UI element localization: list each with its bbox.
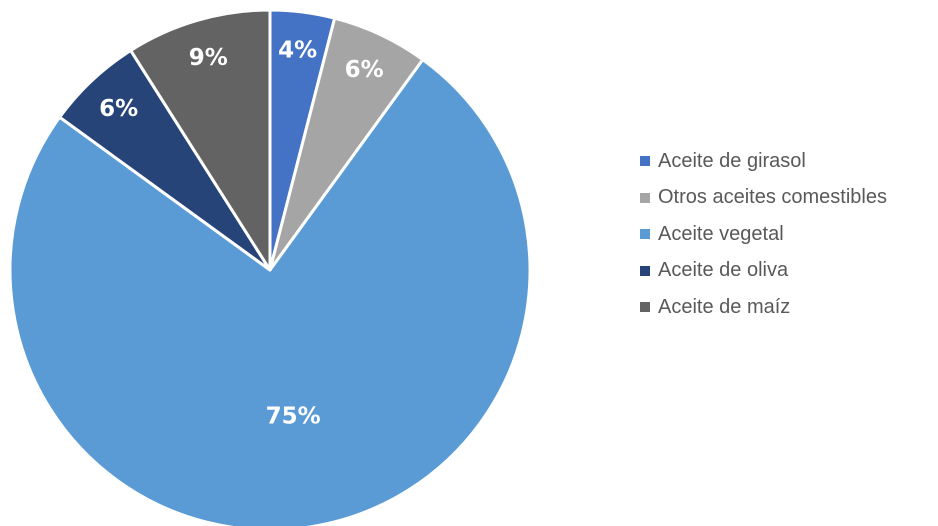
data-label-4: 6%: [99, 96, 138, 122]
legend-item-3: Aceite vegetal: [640, 216, 887, 253]
data-label-5: 9%: [189, 45, 228, 71]
legend: Aceite de girasol Otros aceites comestibl…: [640, 143, 887, 326]
legend-item-5: Aceite de maíz: [640, 289, 887, 326]
legend-swatch-4: [640, 265, 650, 276]
legend-item-2: Otros aceites comestibles: [640, 180, 887, 217]
legend-label-5: Aceite de maíz: [658, 295, 791, 318]
data-label-2: 6%: [345, 57, 384, 83]
legend-swatch-5: [640, 302, 650, 313]
legend-swatch-3: [640, 229, 650, 240]
legend-label-4: Aceite de oliva: [658, 259, 789, 282]
pie-slice-5: [129, 8, 272, 272]
legend-item-4: Aceite de oliva: [640, 253, 887, 290]
legend-label-2: Otros aceites comestibles: [658, 186, 887, 209]
legend-label-3: Aceite vegetal: [658, 222, 784, 245]
legend-swatch-1: [640, 156, 650, 167]
data-label-1: 4%: [278, 38, 317, 64]
pie-data-labels: 4% 6% 75% 6% 9%: [99, 38, 383, 430]
pie-slices: [8, 8, 532, 526]
data-label-3: 75%: [266, 403, 321, 429]
legend-label-1: Aceite de girasol: [658, 149, 806, 172]
legend-item-1: Aceite de girasol: [640, 143, 887, 180]
legend-swatch-2: [640, 192, 650, 203]
